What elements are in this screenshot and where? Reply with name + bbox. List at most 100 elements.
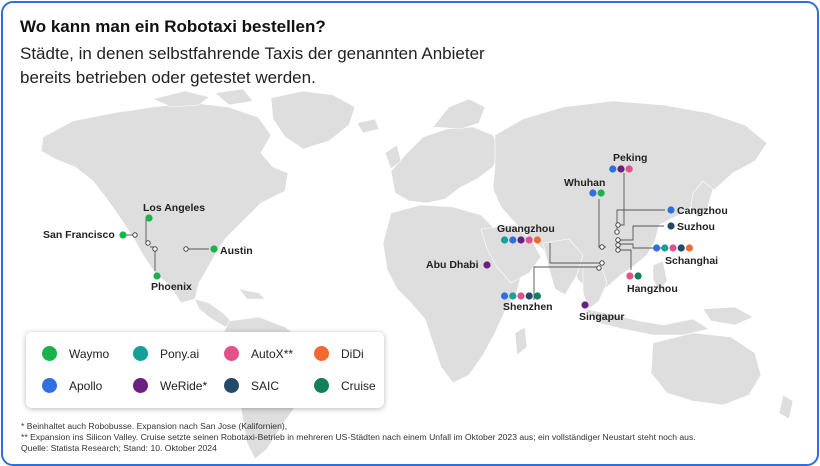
legend-label-weride: WeRide* [160,378,208,393]
city-dot-hangzhou-autox [626,272,634,280]
endpoint-whuhan [599,244,605,250]
leader-shenzhen [533,266,601,300]
city-label-shenzhen: Shenzhen [503,301,553,313]
footnote-autox: ** Expansion ins Silicon Valley. Cruise … [21,432,696,442]
land-madagascar [514,326,528,356]
legend-label-saic: SAIC [251,378,280,393]
legend-item-apollo: Apollo [42,378,102,393]
endpoint-peking [615,222,621,228]
city-dot-shenzhen-pony-ai [509,292,517,300]
endpoint-san-francisco [132,232,138,238]
legend-dot-apollo [42,378,57,393]
city-dot-whuhan-apollo [589,189,597,197]
city-labels: San Francisco Los Angeles Phoenix Austin… [43,152,728,323]
page-title: Wo kann man ein Robotaxi bestellen? [20,17,326,36]
city-dot-shenzhen-autox [517,292,525,300]
land-greenland [270,90,356,150]
city-dot-guangzhou-didi [533,236,542,244]
legend-label-apollo: Apollo [69,378,103,393]
city-label-peking: Peking [613,152,647,164]
legend-item-saic: SAIC [224,378,279,393]
legend-item-cruise: Cruise [314,378,376,393]
city-dot-suzhou-saic [667,222,675,230]
page-subtitle: Städte, in denen selbstfahrende Taxis de… [20,44,485,87]
footnote-source: Quelle: Statista Research; Stand: 10. Ok… [21,443,217,453]
legend-item-autox: AutoX** [224,346,293,361]
city-dot-shenzhen-cruise [533,292,542,300]
city-dot-peking-autox [625,165,633,173]
endpoint-austin [183,246,189,252]
city-dot-schanghai-pony-ai [661,244,669,252]
city-label-guangzhou: Guangzhou [497,223,555,235]
endpoint-suzhou [615,237,621,243]
legend-dot-didi [314,346,329,361]
city-dot-peking-apollo [609,165,617,173]
leader-schanghai [618,243,664,249]
land-arctic-islands [152,88,254,108]
land-australia [650,332,762,406]
city-dot-schanghai-apollo [653,244,661,252]
footnote-weride: * Beinhaltet auch Robobusse. Expansion n… [21,421,288,431]
legend-dot-waymo [42,346,57,361]
land-new-guinea [702,306,754,326]
legend-item-pony-ai: Pony.ai [133,346,199,361]
endpoint-hangzhou [615,247,621,253]
city-dots [119,165,694,309]
legend-item-didi: DiDi [314,346,364,361]
city-label-schanghai: Schanghai [665,255,718,267]
city-dot-guangzhou-apollo [509,236,517,244]
land-caribbean [238,288,266,300]
endpoint-shenzhen [596,265,602,271]
endpoint-phoenix [152,246,158,252]
legend: Waymo Pony.ai AutoX** DiDi Apollo WeRide… [26,332,384,408]
legend-item-waymo: Waymo [42,346,109,361]
land-north-america [40,102,289,304]
legend-dot-pony-ai [133,346,148,361]
city-label-singapur: Singapur [579,311,625,323]
legend-label-autox: AutoX** [251,346,294,361]
land-new-zealand [778,394,794,420]
land-central-america [194,298,234,328]
city-dot-austin-waymo [210,245,218,253]
city-label-hangzhou: Hangzhou [627,283,678,295]
city-dot-abu-dhabi-weride [483,261,491,269]
legend-dot-weride [133,378,148,393]
city-dot-schanghai-saic [677,244,685,252]
city-dot-peking-weride [617,165,625,173]
legend-dot-saic [224,378,239,393]
city-dot-san-francisco-waymo [119,231,127,239]
land-japan [690,180,714,218]
city-dot-hangzhou-cruise [634,272,642,280]
land-iceland [356,118,380,134]
city-label-abu-dhabi: Abu Dhabi [426,259,479,271]
endpoint-cangzhou [614,229,620,235]
city-label-phoenix: Phoenix [151,281,192,293]
legend-label-didi: DiDi [341,346,364,361]
land-europe [390,126,502,204]
city-label-san-francisco: San Francisco [43,229,115,241]
legend-label-pony-ai: Pony.ai [160,346,200,361]
leader-hangzhou [618,249,632,270]
city-label-austin: Austin [220,245,253,257]
endpoint-guangzhou [599,260,605,266]
legend-label-cruise: Cruise [341,378,376,393]
city-dot-singapur-weride [581,301,589,309]
endpoint-schanghai [615,242,621,248]
city-dot-guangzhou-weride [517,236,525,244]
city-dot-schanghai-autox [669,244,677,252]
land-scandinavia [432,98,486,130]
city-dot-whuhan-waymo [597,189,605,197]
city-dot-cangzhou-apollo [667,206,675,214]
city-dot-shenzhen-saic [525,292,533,300]
city-dot-guangzhou-autox [525,236,533,244]
land-uk [384,144,402,170]
legend-item-weride: WeRide* [133,378,207,393]
city-label-cangzhou: Cangzhou [677,205,728,217]
city-dot-schanghai-didi [685,244,694,252]
land-philippines [652,260,668,292]
city-dot-phoenix-waymo [153,272,161,280]
city-label-los-angeles: Los Angeles [143,202,205,214]
legend-dot-autox [224,346,239,361]
endpoint-los-angeles [145,240,151,246]
